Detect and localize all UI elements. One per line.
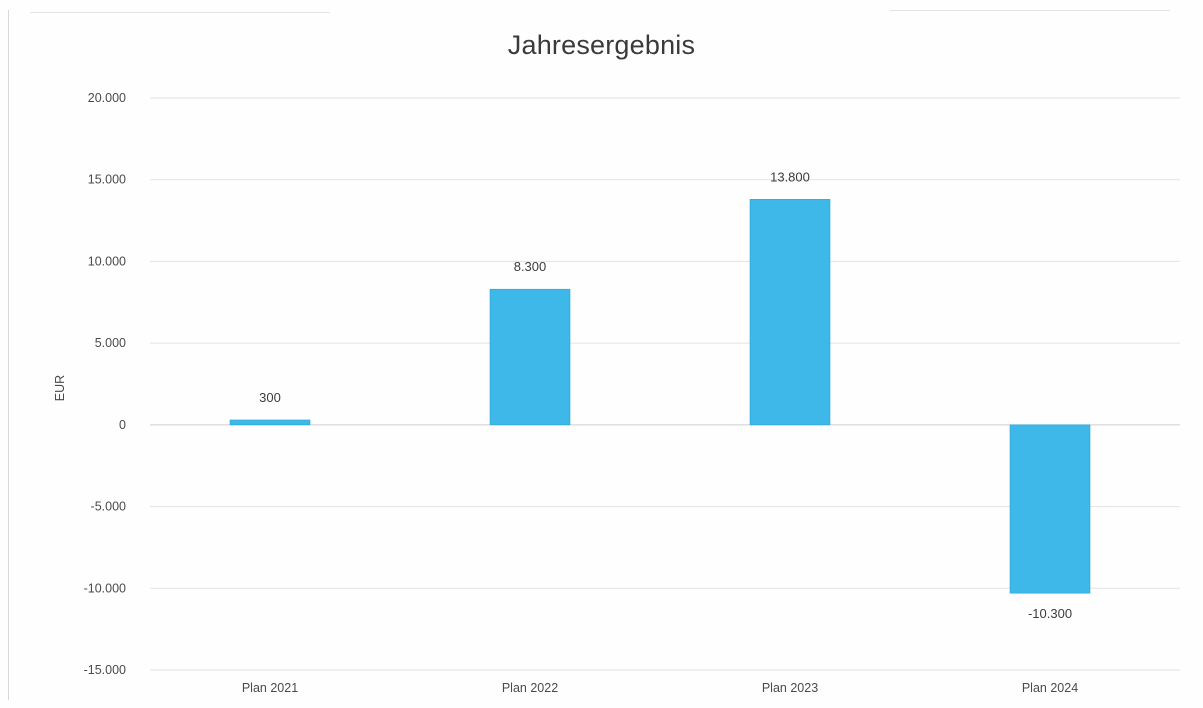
bar-plan-2024	[1009, 424, 1091, 594]
y-tick-label: 20.000	[88, 91, 126, 105]
y-tick-label: -15.000	[84, 663, 126, 677]
x-category-label: Plan 2023	[762, 681, 818, 695]
data-labels: 300 8.300 13.800 -10.300	[259, 169, 1072, 621]
x-category-label: Plan 2024	[1022, 681, 1078, 695]
bars	[229, 199, 1091, 594]
gridlines	[150, 97, 1180, 671]
frame-edge-left	[8, 10, 9, 700]
y-tick-label: 5.000	[95, 336, 126, 350]
bar-plan-2021	[229, 419, 311, 426]
frame-edge-top-right	[890, 10, 1170, 11]
chart-title: Jahresergebnis	[507, 30, 696, 60]
frame-edge-top-left	[30, 12, 330, 13]
y-axis-ticks: 20.000 15.000 10.000 5.000 0 -5.000 -10.000 -15…	[84, 91, 126, 677]
y-tick-label: 15.000	[88, 173, 126, 187]
x-category-label: Plan 2022	[502, 681, 558, 695]
x-axis-categories: Plan 2021 Plan 2022 Plan 2023 Plan 2024	[242, 681, 1078, 695]
y-tick-label: 0	[119, 418, 126, 432]
bar-plan-2022	[489, 288, 571, 426]
y-tick-label: 10.000	[88, 254, 126, 268]
bar-plan-2023	[749, 199, 831, 426]
y-axis-title: EUR	[53, 375, 67, 401]
x-category-label: Plan 2021	[242, 681, 298, 695]
y-tick-label: -5.000	[91, 500, 126, 514]
y-tick-label: -10.000	[84, 581, 126, 595]
data-label: -10.300	[1028, 606, 1072, 621]
data-label: 13.800	[770, 169, 810, 184]
data-label: 300	[259, 390, 281, 405]
data-label: 8.300	[514, 259, 547, 274]
